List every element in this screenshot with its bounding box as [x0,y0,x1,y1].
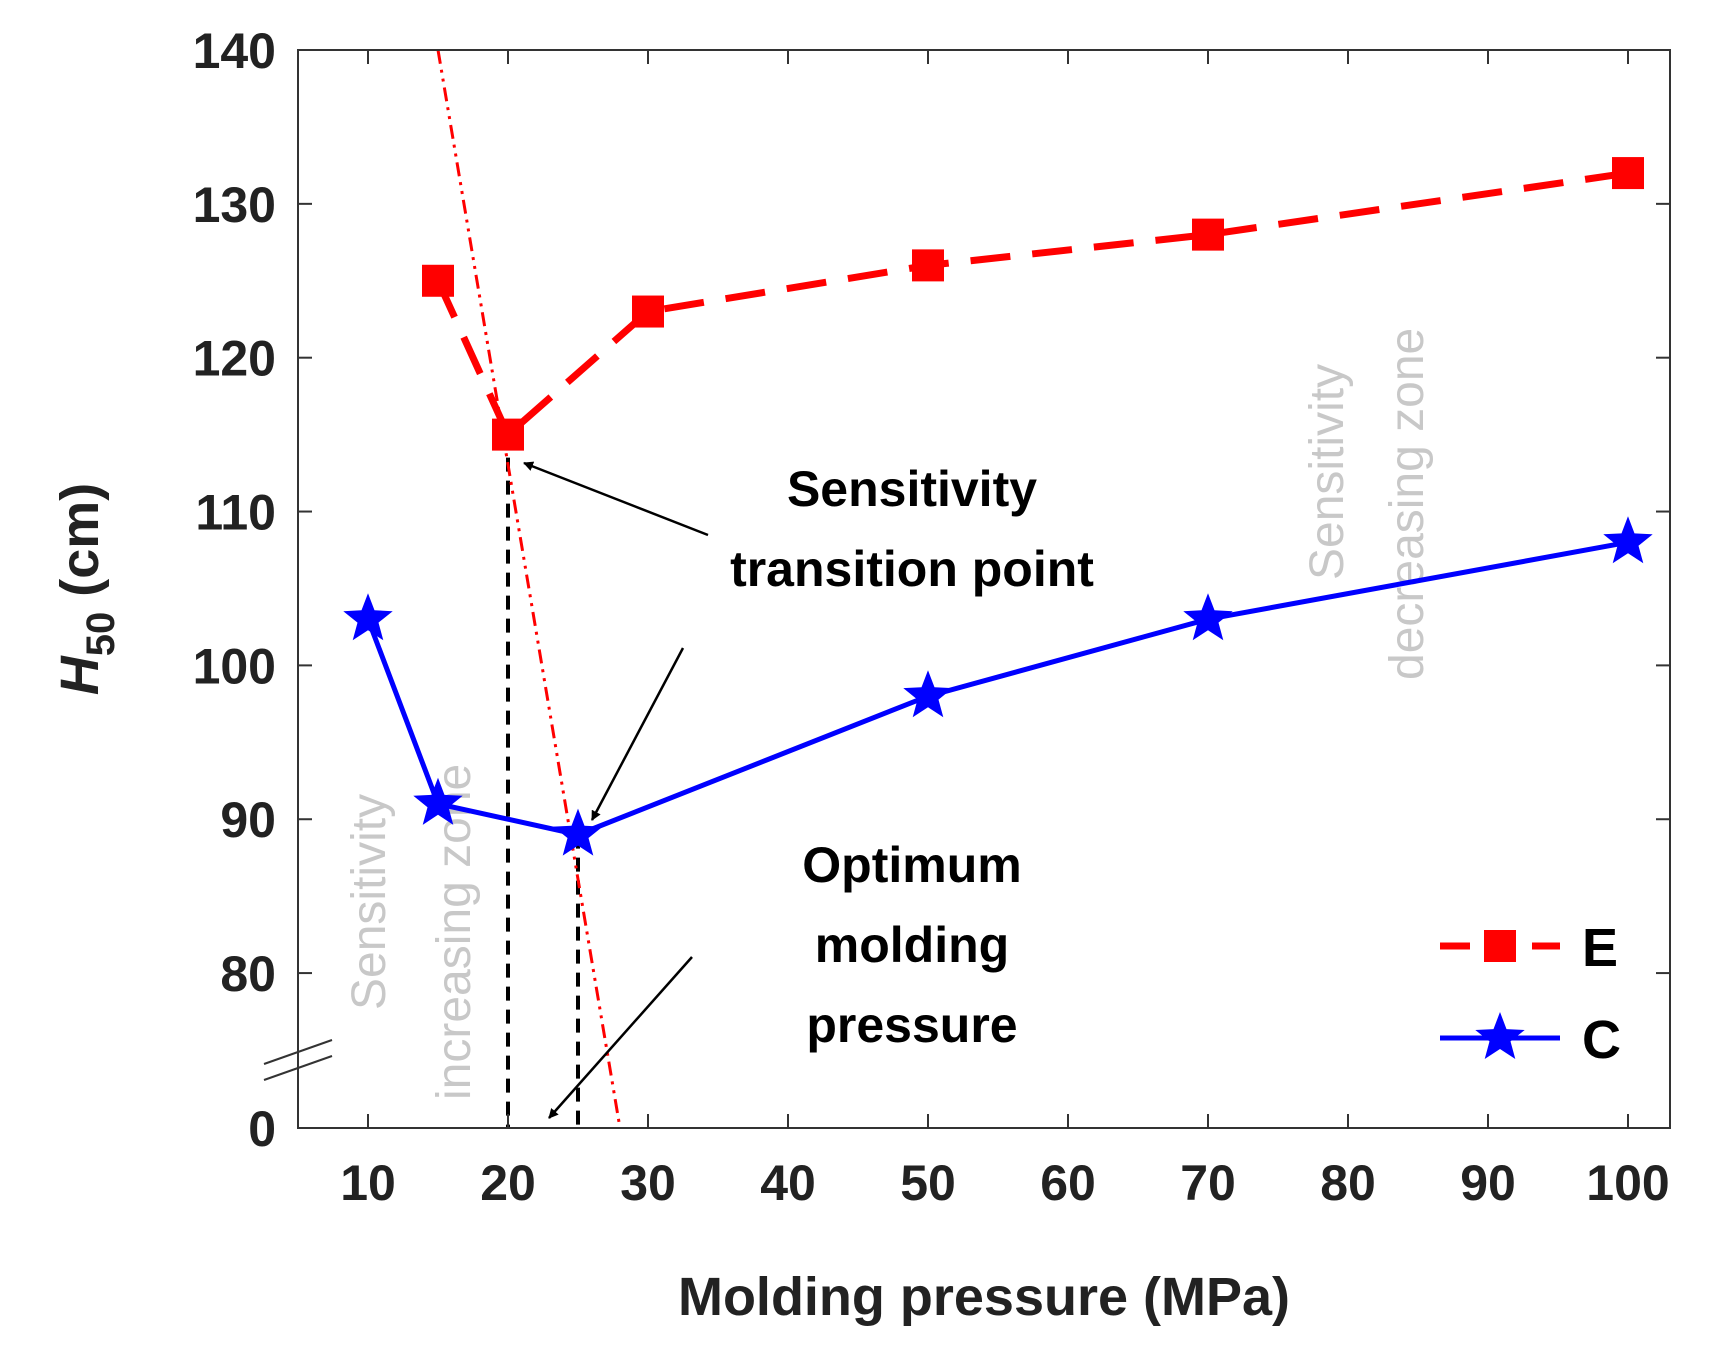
series-e-point [912,249,944,282]
series-c-point [1183,593,1233,641]
y-tick-label: 120 [193,331,276,387]
y-tick-label: 80 [220,946,276,1002]
zone-increasing-line1: Sensitivity [343,794,396,1010]
annotation-optimum-line2: molding [815,917,1009,973]
x-tick-label: 50 [900,1155,956,1211]
y-tick-label: 130 [193,177,276,233]
legend: EC [1440,918,1621,1070]
arrow-transition-e [523,461,709,537]
series-e-line [434,169,1629,441]
y-tick-label: 100 [193,638,276,694]
y-axis-title-sub: 50 [79,612,123,657]
x-tick-label: 30 [620,1155,676,1211]
series-c-line [365,539,1629,838]
y-tick-label: 140 [193,23,276,79]
legend-e-marker [1484,930,1516,962]
trend-line [436,49,622,1129]
zone-labels: Sensitivity increasing zone Sensitivity dec… [343,328,1434,1100]
arrow-transition-c [590,647,685,821]
series-c-point [553,808,603,856]
x-tick-label: 90 [1460,1155,1516,1211]
y-axis-title: H50 (cm) [50,483,123,696]
axes: 10 20 30 40 50 60 70 80 90 100 0 80 90 100 110 120 130 14… [50,23,1671,1327]
series-e-point [1192,218,1224,251]
series-c-point [903,670,953,718]
y-axis-title-rest: (cm) [50,483,110,612]
y-tick-label: 0 [248,1101,276,1157]
annotation-optimum-line1: Optimum [802,837,1021,893]
plot-frame [297,49,1671,1129]
arrow-optimum [548,956,693,1119]
x-tick-label: 10 [340,1155,396,1211]
annotation-transition-line2: transition point [730,541,1094,597]
series-c-point [343,593,393,641]
series-e-point [1612,157,1644,190]
plot-area [343,49,1653,1129]
legend-e-label: E [1582,918,1618,978]
annotations: Sensitivity transition point Optimum moldin… [523,461,1094,1119]
legend-c-label: C [1582,1010,1621,1070]
series-c-point [1603,516,1653,564]
annotation-optimum-line3: pressure [806,997,1017,1053]
series-e-point [422,264,454,297]
x-tick-label: 100 [1586,1155,1669,1211]
x-tick-label: 70 [1180,1155,1236,1211]
x-tick-label: 20 [480,1155,536,1211]
axis-break-mark [263,1039,333,1065]
series-e-point [632,295,664,328]
x-tick-label: 60 [1040,1155,1096,1211]
series-e-point [492,418,524,451]
axis-break-mark [263,1055,333,1081]
x-tick-label: 40 [760,1155,816,1211]
x-axis-title: Molding pressure (MPa) [678,1267,1290,1327]
y-axis-title-base: H [50,655,110,695]
x-tick-label: 80 [1320,1155,1376,1211]
series-c-point [413,777,463,825]
y-tick-label: 90 [220,792,276,848]
zone-decreasing-line2: decreasing zone [1381,328,1434,680]
zone-decreasing-line1: Sensitivity [1301,364,1354,580]
annotation-transition-line1: Sensitivity [787,461,1037,517]
legend-c-marker [1475,1012,1525,1059]
y-tick-label: 110 [195,485,276,541]
zone-increasing-line2: increasing zone [428,764,481,1100]
